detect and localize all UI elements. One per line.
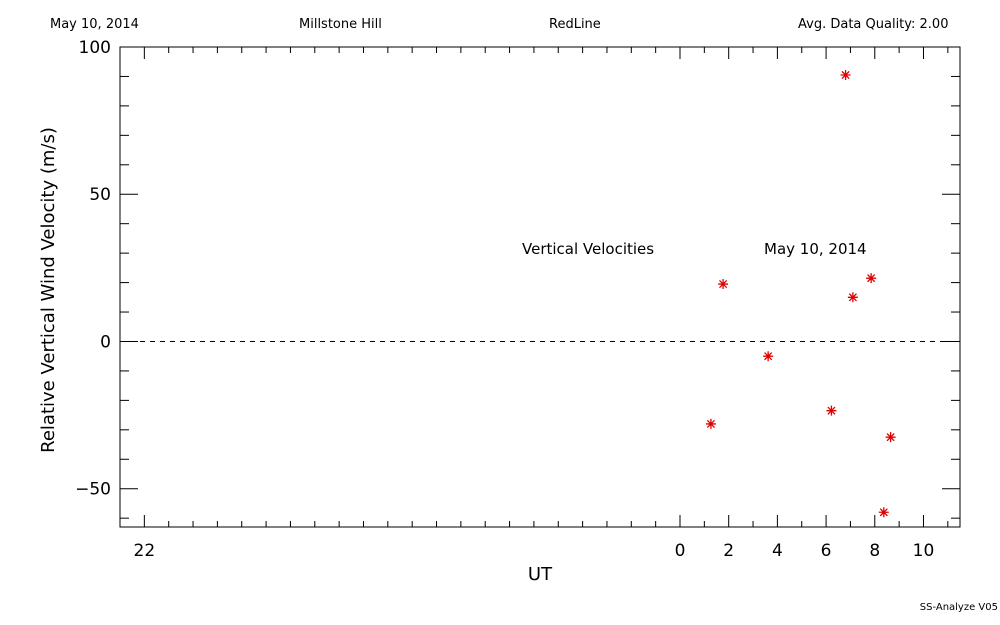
header-site: Millstone Hill [299,17,382,32]
asterisk-marker [763,351,774,362]
plot-frame [119,46,961,528]
asterisk-marker [878,507,889,518]
asterisk-marker [718,279,729,290]
asterisk-marker [866,273,877,284]
data-point [866,273,877,284]
x-tick-label: 8 [869,541,880,561]
x-tick-label: 4 [772,541,783,561]
asterisk-marker [826,405,837,416]
asterisk-marker [885,432,896,443]
data-point [885,432,896,443]
y-tick-label: 0 [100,332,111,352]
header-instrument: RedLine [549,17,601,32]
x-tick-label: 0 [675,541,686,561]
x-tick-label: 10 [913,541,935,561]
y-tick-label: 50 [89,185,111,205]
header-date: May 10, 2014 [50,17,139,32]
data-point [826,405,837,416]
header-quality: Avg. Data Quality: 2.00 [798,17,949,32]
data-point [705,418,716,429]
annotation-vertical-velocities: Vertical Velocities [522,240,654,258]
annotation-date: May 10, 2014 [764,240,867,258]
x-axis-label: UT [528,564,553,585]
y-tick-label: 100 [79,38,111,58]
x-tick-label: 6 [821,541,832,561]
software-version: SS-Analyze V05 [919,602,998,613]
data-point [840,69,851,80]
data-point [718,279,729,290]
y-axis-label: Relative Vertical Wind Velocity (m/s) [38,127,59,453]
asterisk-marker [847,292,858,303]
asterisk-marker [705,418,716,429]
x-tick-label: 22 [134,541,156,561]
data-point [763,351,774,362]
asterisk-marker [840,69,851,80]
x-tick-label: 2 [723,541,734,561]
data-point [847,292,858,303]
data-point [878,507,889,518]
y-tick-label: −50 [75,480,111,500]
